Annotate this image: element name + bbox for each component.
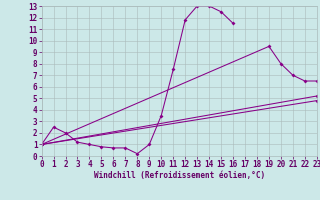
X-axis label: Windchill (Refroidissement éolien,°C): Windchill (Refroidissement éolien,°C) [94,171,265,180]
